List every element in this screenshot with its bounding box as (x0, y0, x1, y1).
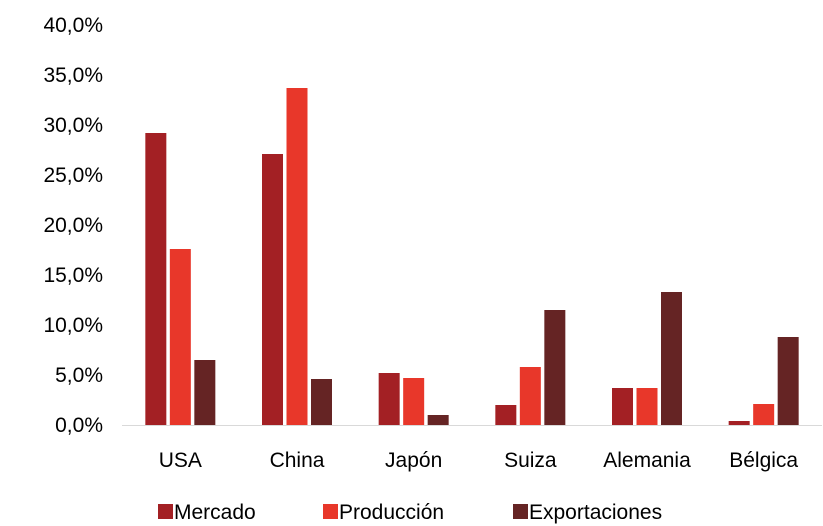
bar-exportaciones-2 (427, 415, 449, 425)
legend-swatch-mercado (158, 504, 173, 519)
x-tick-label: Alemania (603, 449, 691, 472)
bar-producción-4 (636, 388, 658, 425)
legend-swatch-exportaciones (513, 504, 528, 519)
bar-mercado-0 (145, 133, 167, 425)
legend-label: Mercado (174, 501, 256, 524)
bar-producción-3 (519, 367, 541, 425)
bar-exportaciones-5 (777, 337, 799, 425)
y-tick-label: 10,0% (43, 314, 103, 337)
legend-label: Producción (339, 501, 444, 524)
bar-exportaciones-0 (194, 360, 216, 425)
bar-mercado-5 (728, 421, 750, 425)
legend-swatch-producción (323, 504, 338, 519)
y-tick-label: 15,0% (43, 264, 103, 287)
y-tick-label: 35,0% (43, 64, 103, 87)
bar-mercado-3 (495, 405, 517, 425)
legend: Mercado Producción Exportaciones (158, 501, 662, 524)
y-tick-label: 40,0% (43, 14, 103, 37)
y-tick-label: 20,0% (43, 214, 103, 237)
y-tick-label: 25,0% (43, 164, 103, 187)
y-tick-label: 0,0% (55, 414, 103, 437)
x-tick-label: China (270, 449, 325, 472)
y-axis: 0,0% 5,0% 10,0% 15,0% 20,0% 25,0% 30,0% 35,0% 40… (43, 14, 103, 437)
bar-producción-1 (286, 88, 308, 425)
x-axis: USA China Japón Suiza Alemania Bélgica (159, 449, 799, 472)
y-tick-label: 30,0% (43, 114, 103, 137)
bar-exportaciones-4 (661, 292, 682, 425)
bar-exportaciones-1 (311, 379, 332, 425)
x-tick-label: Japón (385, 449, 442, 472)
bar-mercado-1 (262, 154, 283, 425)
y-tick-label: 5,0% (55, 364, 103, 387)
bar-producción-2 (403, 378, 425, 425)
bar-producción-5 (753, 404, 775, 425)
x-tick-label: Bélgica (729, 449, 798, 472)
legend-label: Exportaciones (529, 501, 662, 524)
bar-mercado-4 (612, 388, 633, 425)
bar-producción-0 (169, 249, 191, 425)
bars (145, 88, 799, 425)
x-tick-label: Suiza (504, 449, 557, 472)
bar-mercado-2 (378, 373, 400, 425)
bar-exportaciones-3 (544, 310, 566, 425)
x-tick-label: USA (159, 449, 202, 472)
